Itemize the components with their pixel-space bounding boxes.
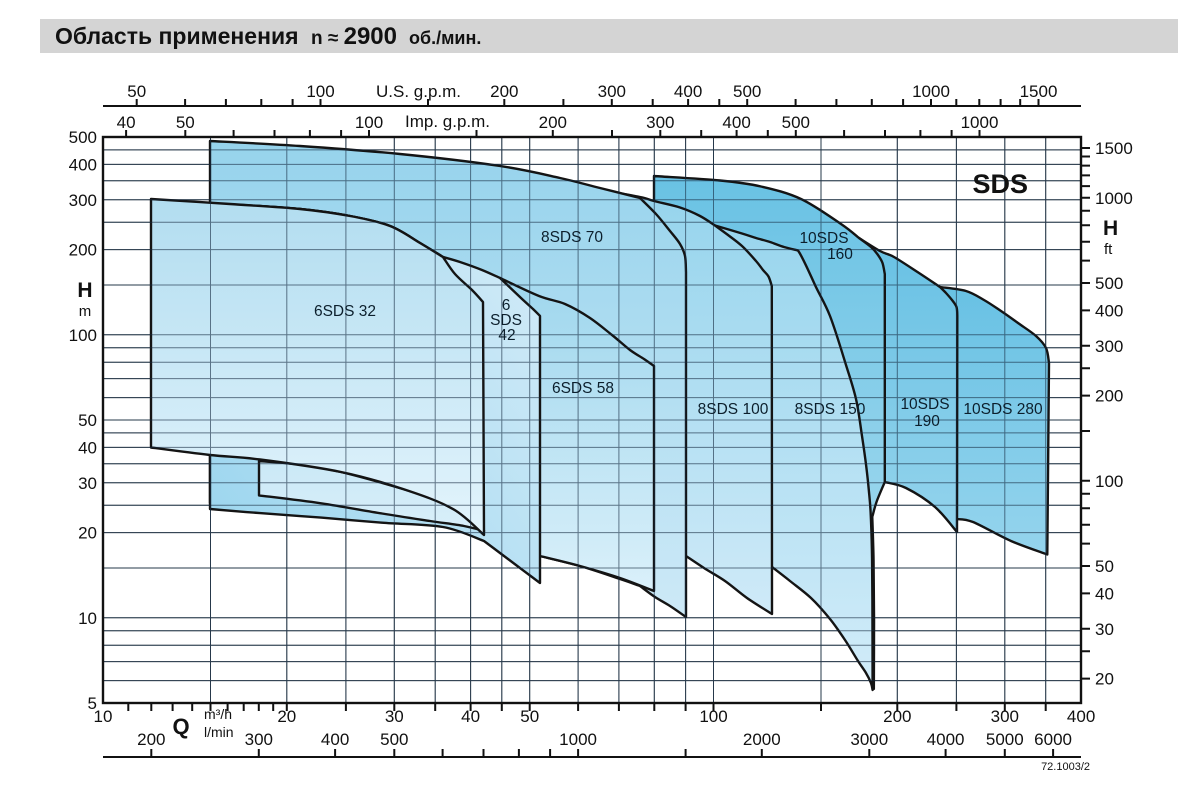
svg-text:400: 400 (674, 82, 702, 101)
svg-text:42: 42 (498, 327, 515, 344)
svg-text:10SDS 280: 10SDS 280 (963, 401, 1043, 418)
svg-text:100: 100 (306, 82, 334, 101)
svg-text:1000: 1000 (1095, 189, 1133, 208)
svg-text:Q: Q (172, 714, 189, 739)
svg-text:50: 50 (176, 113, 195, 132)
svg-text:3000: 3000 (850, 730, 888, 749)
svg-text:300: 300 (991, 707, 1019, 726)
svg-text:H: H (1103, 217, 1118, 240)
svg-text:40: 40 (461, 707, 480, 726)
svg-text:200: 200 (137, 730, 165, 749)
svg-text:190: 190 (914, 413, 940, 430)
svg-text:ft: ft (1104, 241, 1113, 258)
svg-text:l/min: l/min (204, 724, 234, 740)
svg-text:400: 400 (722, 113, 750, 132)
svg-text:50: 50 (78, 411, 97, 430)
svg-text:100: 100 (355, 113, 383, 132)
svg-text:50: 50 (1095, 557, 1114, 576)
svg-text:300: 300 (245, 730, 273, 749)
svg-text:200: 200 (539, 113, 567, 132)
svg-text:500: 500 (69, 128, 97, 147)
svg-text:200: 200 (883, 707, 911, 726)
svg-text:100: 100 (1095, 472, 1123, 491)
svg-text:Imp. g.p.m.: Imp. g.p.m. (405, 112, 490, 131)
svg-text:8SDS 150: 8SDS 150 (795, 401, 866, 418)
svg-text:30: 30 (78, 474, 97, 493)
svg-text:Область применения: Область применения (55, 23, 299, 49)
svg-text:400: 400 (1067, 707, 1095, 726)
svg-text:m³/h: m³/h (204, 706, 232, 722)
svg-text:6SDS 32: 6SDS 32 (314, 303, 376, 320)
svg-text:2000: 2000 (743, 730, 781, 749)
svg-text:50: 50 (520, 707, 539, 726)
svg-text:160: 160 (827, 246, 853, 263)
svg-text:20: 20 (277, 707, 296, 726)
svg-text:500: 500 (733, 82, 761, 101)
svg-text:30: 30 (1095, 620, 1114, 639)
svg-text:20: 20 (1095, 670, 1114, 689)
svg-text:400: 400 (1095, 301, 1123, 320)
svg-text:1000: 1000 (961, 113, 999, 132)
svg-text:200: 200 (69, 241, 97, 260)
svg-text:m: m (79, 303, 92, 320)
svg-text:1000: 1000 (559, 730, 597, 749)
svg-text:U.S. g.p.m.: U.S. g.p.m. (376, 82, 461, 101)
svg-text:72.1003/2: 72.1003/2 (1041, 761, 1090, 773)
svg-text:40: 40 (1095, 584, 1114, 603)
svg-text:400: 400 (321, 730, 349, 749)
svg-text:30: 30 (385, 707, 404, 726)
svg-text:20: 20 (78, 524, 97, 543)
svg-text:50: 50 (127, 82, 146, 101)
svg-text:1500: 1500 (1095, 139, 1133, 158)
svg-text:300: 300 (646, 113, 674, 132)
svg-text:SDS: SDS (972, 169, 1028, 199)
svg-text:400: 400 (69, 155, 97, 174)
svg-text:6: 6 (502, 297, 511, 314)
svg-text:n ≈ 2900 об./мин.: n ≈ 2900 об./мин. (311, 23, 481, 50)
svg-text:SDS: SDS (490, 312, 522, 329)
svg-text:10SDS: 10SDS (900, 396, 949, 413)
svg-text:5: 5 (88, 694, 97, 713)
svg-text:100: 100 (699, 707, 727, 726)
svg-text:100: 100 (69, 326, 97, 345)
svg-text:8SDS 70: 8SDS 70 (541, 229, 603, 246)
svg-text:10: 10 (94, 707, 113, 726)
svg-text:40: 40 (117, 113, 136, 132)
svg-text:10: 10 (78, 609, 97, 628)
svg-text:10SDS: 10SDS (799, 230, 848, 247)
svg-text:500: 500 (380, 730, 408, 749)
svg-text:6000: 6000 (1034, 730, 1072, 749)
svg-text:300: 300 (598, 82, 626, 101)
svg-text:6SDS 58: 6SDS 58 (552, 380, 614, 397)
svg-text:1500: 1500 (1020, 82, 1058, 101)
svg-text:300: 300 (69, 191, 97, 210)
svg-text:8SDS 100: 8SDS 100 (698, 401, 769, 418)
svg-text:40: 40 (78, 438, 97, 457)
svg-text:300: 300 (1095, 337, 1123, 356)
svg-text:5000: 5000 (986, 730, 1024, 749)
svg-text:200: 200 (490, 82, 518, 101)
svg-text:200: 200 (1095, 387, 1123, 406)
svg-text:1000: 1000 (912, 82, 950, 101)
svg-text:H: H (77, 279, 92, 302)
svg-text:500: 500 (782, 113, 810, 132)
svg-text:500: 500 (1095, 274, 1123, 293)
svg-text:4000: 4000 (927, 730, 965, 749)
